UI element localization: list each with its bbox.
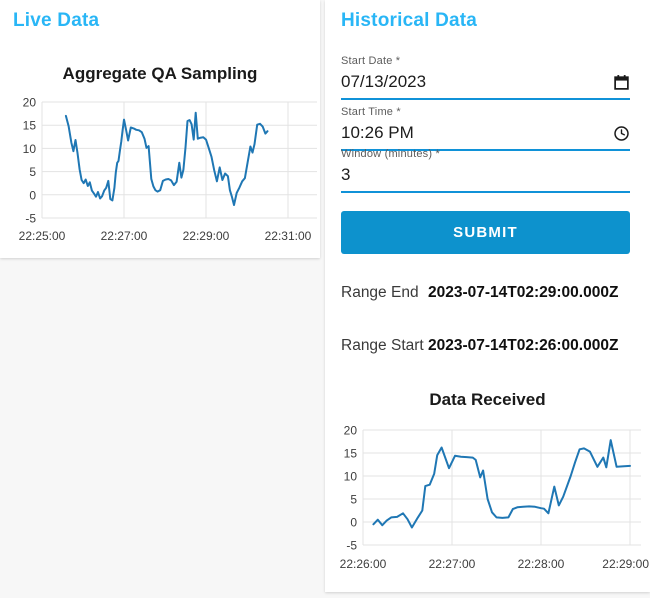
calendar-icon[interactable]: [613, 74, 630, 91]
submit-button[interactable]: SUBMIT: [341, 211, 630, 254]
svg-text:-5: -5: [346, 539, 357, 553]
start-date-label: Start Date *: [341, 55, 401, 67]
svg-text:22:31:00: 22:31:00: [265, 229, 312, 243]
svg-text:22:27:00: 22:27:00: [429, 557, 476, 571]
range-start-label: Range Start: [341, 337, 424, 354]
window-minutes-input[interactable]: 3: [341, 165, 351, 184]
svg-text:22:26:00: 22:26:00: [340, 557, 387, 571]
svg-text:22:29:00: 22:29:00: [602, 557, 649, 571]
svg-text:22:29:00: 22:29:00: [183, 229, 230, 243]
range-end-row: Range End 2023-07-14T02:29:00.000Z: [341, 284, 618, 302]
start-time-label: Start Time *: [341, 106, 401, 118]
historical-data-panel: Historical Data Start Date * 07/13/2023 …: [325, 0, 650, 592]
svg-text:22:25:00: 22:25:00: [19, 229, 66, 243]
svg-text:15: 15: [23, 119, 37, 133]
window-minutes-field[interactable]: Window (minutes) * 3: [341, 148, 630, 193]
historical-chart-title: Data Received: [429, 390, 546, 409]
live-chart-title: Aggregate QA Sampling: [62, 64, 258, 83]
range-start-value: 2023-07-14T02:26:00.000Z: [428, 337, 619, 354]
svg-text:22:28:00: 22:28:00: [518, 557, 565, 571]
svg-text:10: 10: [23, 142, 37, 156]
svg-text:0: 0: [350, 516, 357, 530]
svg-text:5: 5: [29, 165, 36, 179]
window-minutes-label: Window (minutes) *: [341, 148, 440, 160]
svg-text:0: 0: [29, 188, 36, 202]
svg-text:20: 20: [23, 96, 37, 110]
start-time-field[interactable]: Start Time * 10:26 PM: [341, 106, 630, 151]
range-end-value: 2023-07-14T02:29:00.000Z: [428, 284, 619, 301]
live-data-panel: Live Data Aggregate QA Sampling 20 15 10 5 0…: [0, 0, 320, 258]
historical-panel-title: Historical Data: [341, 10, 478, 31]
start-date-input[interactable]: 07/13/2023: [341, 72, 427, 91]
svg-text:20: 20: [344, 424, 358, 438]
range-start-row: Range Start 2023-07-14T02:26:00.000Z: [341, 337, 618, 355]
range-end-label: Range End: [341, 284, 419, 301]
live-chart: 20 15 10 5 0 -5 22:25:00 22:27:00 22:29:00 22:31:…: [19, 96, 317, 243]
svg-text:22:27:00: 22:27:00: [101, 229, 148, 243]
svg-text:15: 15: [344, 447, 358, 461]
svg-text:10: 10: [344, 470, 358, 484]
live-panel-title: Live Data: [13, 10, 100, 31]
svg-text:5: 5: [350, 493, 357, 507]
historical-chart: 20 15 10 5 0 -5 22:26:00 22:27:00 22:28:00 22:29:…: [340, 424, 650, 572]
start-time-input[interactable]: 10:26 PM: [341, 123, 414, 142]
start-date-field[interactable]: Start Date * 07/13/2023: [341, 55, 630, 100]
clock-icon[interactable]: [613, 125, 630, 142]
svg-text:-5: -5: [25, 212, 36, 226]
